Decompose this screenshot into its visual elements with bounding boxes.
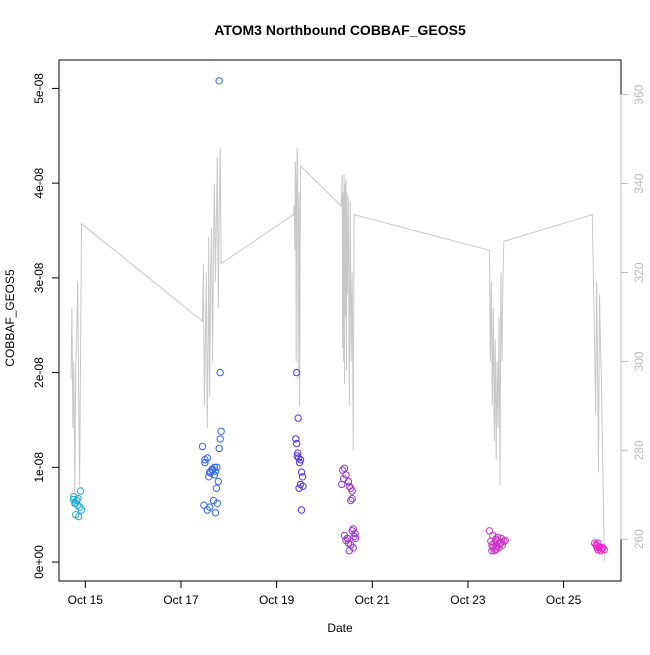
x-tick-label: Oct 21 xyxy=(355,593,391,607)
data-point xyxy=(216,368,224,377)
y-axis: 0e+00 1e-08 2e-08 3e-08 4e-08 5e-08 xyxy=(32,73,60,579)
data-point xyxy=(488,547,496,555)
data-point xyxy=(297,506,306,514)
y-tick-label: 4e-08 xyxy=(32,167,46,198)
chart-title: ATOM3 Northbound COBBAF_GEOS5 xyxy=(214,22,466,38)
y2-tick-label: 340 xyxy=(632,173,646,193)
data-point xyxy=(216,435,224,443)
y-tick-label: 1e-08 xyxy=(32,452,46,483)
data-point xyxy=(489,531,497,540)
data-point xyxy=(293,439,301,448)
data-point xyxy=(348,494,356,503)
y2-axis: 260 280 300 320 340 360 xyxy=(620,84,646,549)
data-point xyxy=(338,466,347,474)
data-point xyxy=(343,534,352,543)
x-axis: Oct 15 Oct 17 Oct 19 Oct 21 Oct 23 Oct 25 xyxy=(68,580,582,607)
plot-area-frame xyxy=(58,59,622,582)
data-point xyxy=(293,452,301,460)
line-series xyxy=(70,147,605,562)
data-point xyxy=(201,458,209,467)
x-tick-label: Oct 15 xyxy=(68,593,104,607)
data-point xyxy=(214,477,223,486)
data-point xyxy=(201,456,209,464)
data-point xyxy=(345,547,353,555)
data-point xyxy=(294,414,302,422)
data-point xyxy=(69,495,78,504)
data-point xyxy=(213,499,222,507)
data-point xyxy=(340,464,349,472)
data-point xyxy=(294,454,303,462)
y-tick-label: 2e-08 xyxy=(32,357,46,388)
data-point xyxy=(295,484,303,492)
data-point xyxy=(593,542,601,550)
y2-tick-label: 280 xyxy=(632,440,646,460)
data-point xyxy=(490,547,498,555)
data-point xyxy=(344,477,353,486)
x-tick-label: Oct 17 xyxy=(163,593,199,607)
data-point xyxy=(345,482,353,490)
data-point xyxy=(497,538,506,546)
data-point xyxy=(298,473,307,481)
data-point xyxy=(76,487,85,495)
data-point xyxy=(74,494,82,503)
data-point xyxy=(338,480,346,489)
data-point xyxy=(293,368,301,377)
data-point xyxy=(211,467,220,475)
data-point xyxy=(74,512,83,521)
data-point xyxy=(70,493,78,501)
x-axis-label: Date xyxy=(327,621,353,635)
data-point xyxy=(77,506,86,514)
data-point xyxy=(215,77,223,85)
data-point xyxy=(596,543,604,551)
data-point xyxy=(485,527,494,535)
data-point xyxy=(212,484,221,492)
y-axis-label: COBBAF_GEOS5 xyxy=(3,269,17,367)
data-point xyxy=(342,471,350,479)
data-point xyxy=(292,435,300,443)
data-point xyxy=(344,539,353,547)
data-point xyxy=(215,444,223,453)
data-point xyxy=(296,480,305,489)
data-point xyxy=(297,468,306,476)
data-point xyxy=(493,533,502,542)
data-point xyxy=(211,509,220,517)
data-point xyxy=(351,534,360,543)
x-tick-label: Oct 19 xyxy=(259,593,295,607)
data-point xyxy=(299,482,307,490)
y-tick-label: 5e-08 xyxy=(32,73,46,104)
line-layer xyxy=(70,147,605,562)
x-tick-label: Oct 25 xyxy=(546,593,582,607)
data-point xyxy=(348,527,356,535)
data-point xyxy=(198,442,207,451)
y-tick-label: 0e+00 xyxy=(32,545,46,579)
y-tick-label: 3e-08 xyxy=(32,262,46,293)
y2-tick-label: 300 xyxy=(632,351,646,371)
y2-tick-label: 320 xyxy=(632,262,646,282)
data-point xyxy=(210,463,219,471)
y2-tick-label: 360 xyxy=(632,84,646,104)
data-point xyxy=(294,449,302,457)
y2-tick-label: 260 xyxy=(632,529,646,549)
data-point xyxy=(206,503,214,511)
data-point xyxy=(205,473,213,481)
data-point xyxy=(347,496,355,505)
data-point xyxy=(594,539,602,547)
data-point xyxy=(217,427,225,435)
data-point xyxy=(501,536,509,544)
point-layer xyxy=(69,77,608,555)
data-point xyxy=(295,458,304,467)
x-tick-label: Oct 23 xyxy=(450,593,486,607)
